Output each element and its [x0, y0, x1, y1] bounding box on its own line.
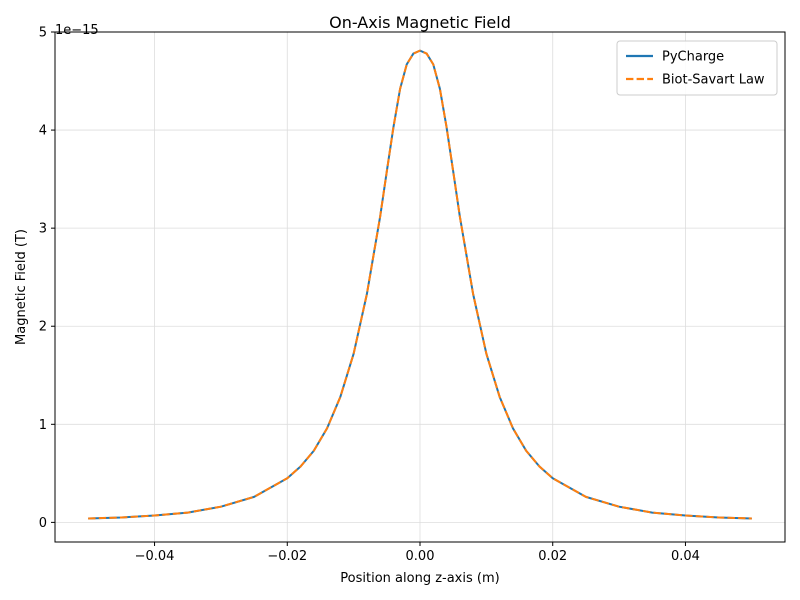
y-tick-label: 2: [39, 320, 47, 335]
y-tick-label: 5: [39, 26, 47, 41]
x-tick-label: 0.04: [671, 549, 700, 564]
y-tick-label: 3: [39, 222, 47, 237]
y-tick-label: 0: [39, 516, 47, 531]
y-tick-label: 1: [39, 418, 47, 433]
y-offset-text: 1e−15: [55, 23, 99, 38]
legend-label: Biot-Savart Law: [662, 73, 765, 88]
y-axis: 0 1 2 3 4 5: [39, 26, 55, 531]
series-layer: [88, 49, 752, 520]
x-tick-label: −0.04: [135, 549, 175, 564]
legend-label: PyCharge: [662, 50, 724, 65]
x-axis: −0.04 −0.02 0.00 0.02 0.04: [135, 542, 700, 564]
y-tick-label: 4: [39, 124, 47, 139]
series-line-biot-savart-law: [88, 49, 752, 520]
legend-box: [616, 40, 778, 96]
x-axis-label: Position along z-axis (m): [340, 571, 499, 586]
x-tick-label: 0.00: [406, 549, 435, 564]
x-tick-label: −0.02: [267, 549, 307, 564]
legend: PyCharge Biot-Savart Law: [616, 40, 778, 96]
y-axis-label: Magnetic Field (T): [14, 229, 29, 345]
chart-title: On-Axis Magnetic Field: [329, 13, 511, 32]
x-tick-label: 0.02: [538, 549, 567, 564]
